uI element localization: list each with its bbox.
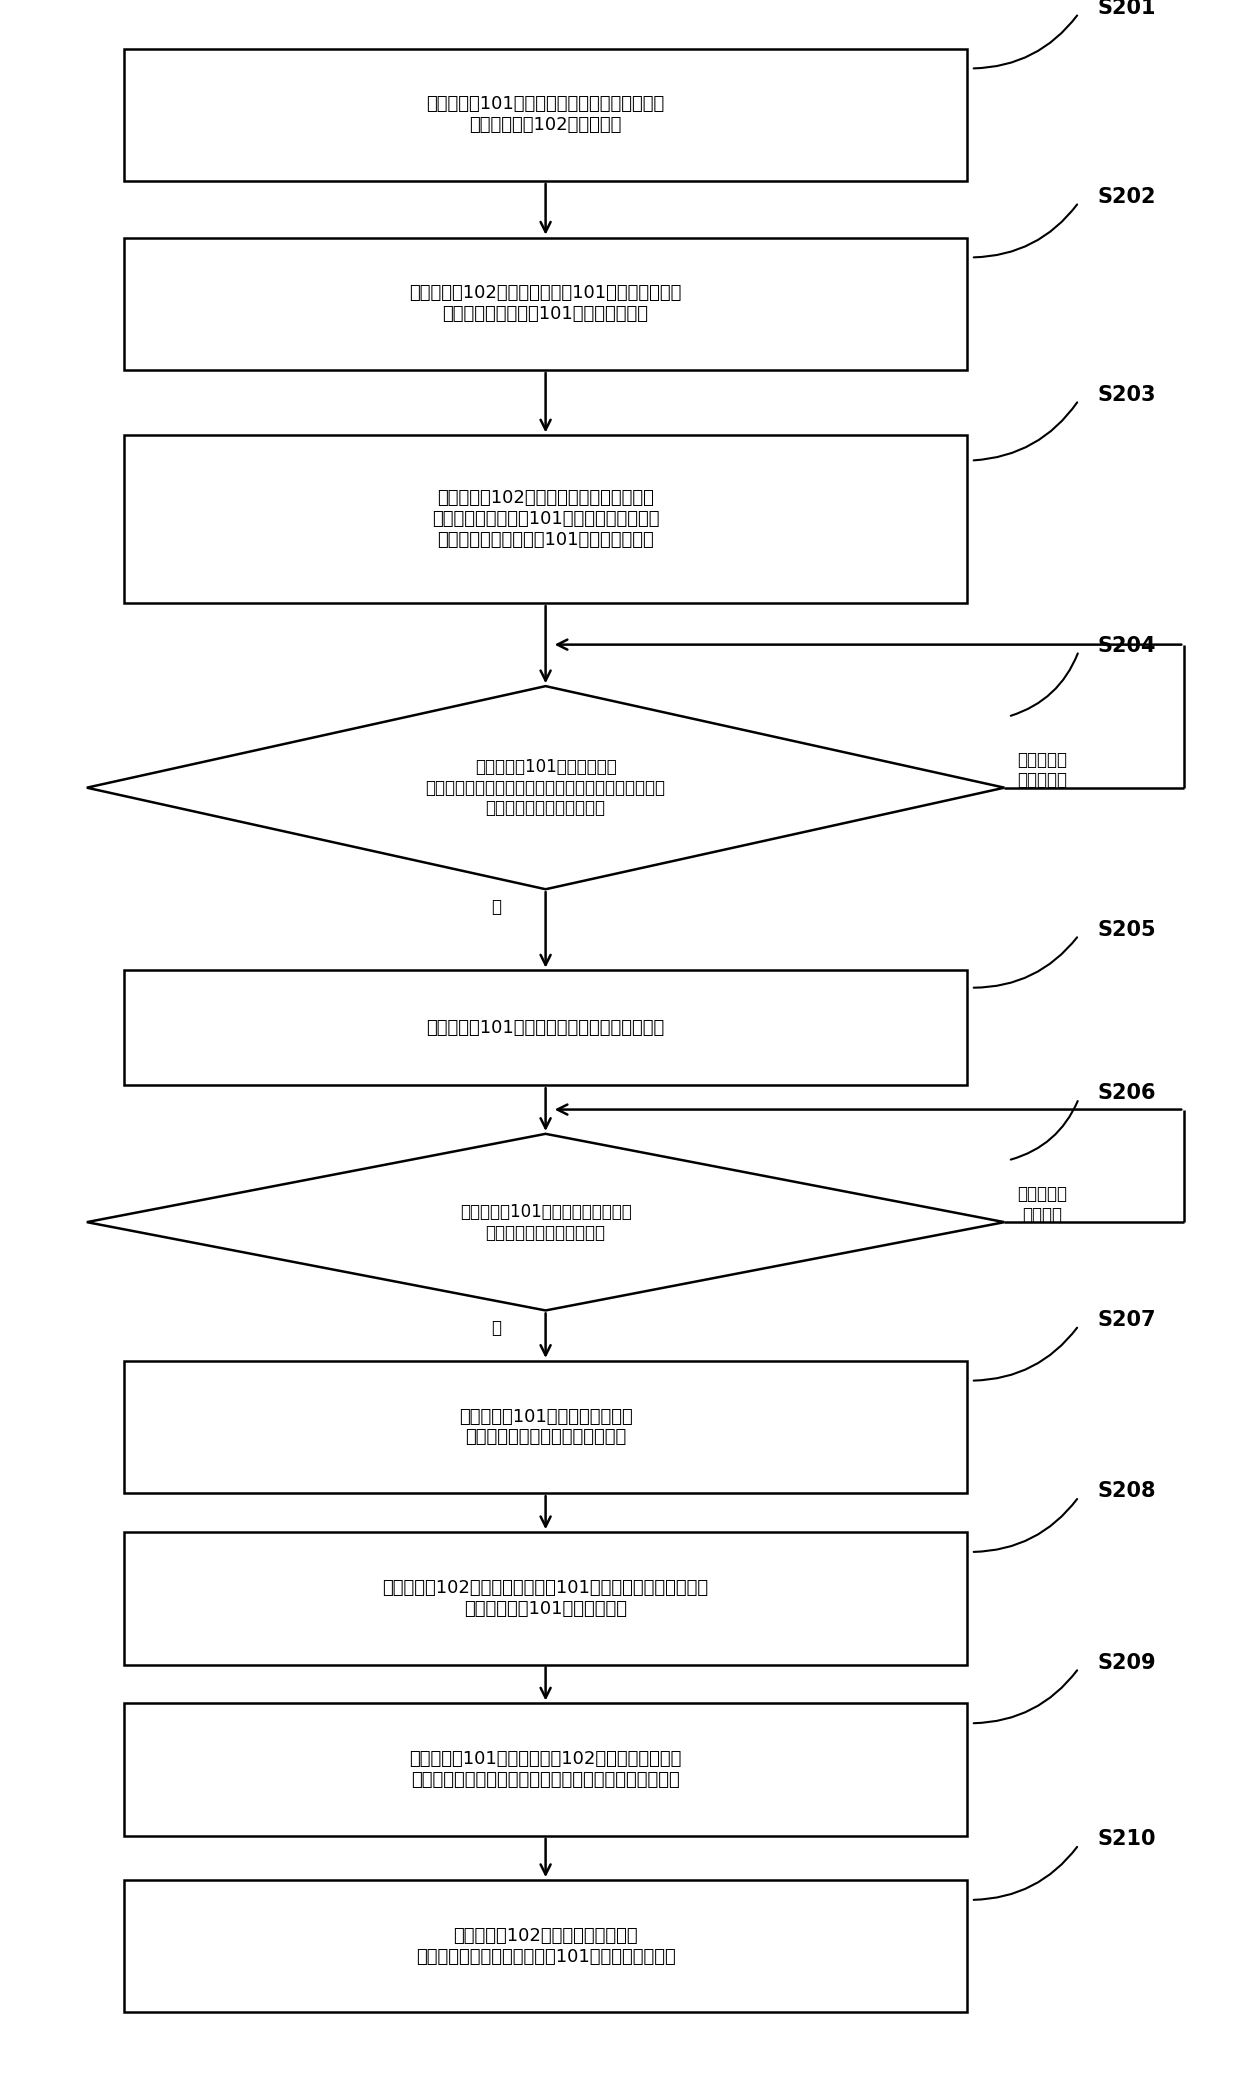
Text: S206: S206 — [1097, 1084, 1156, 1102]
Text: 是: 是 — [491, 898, 501, 917]
Text: 云端服务器102接收可穿戴设备101发送的心跳包，
以维持与可穿戴设备101之间的第一连接: 云端服务器102接收可穿戴设备101发送的心跳包， 以维持与可穿戴设备101之间… — [409, 283, 682, 323]
Text: 可穿戴设备101接入无线局域网，
进而通过互联网发送第二连接请求: 可穿戴设备101接入无线局域网， 进而通过互联网发送第二连接请求 — [459, 1407, 632, 1446]
FancyBboxPatch shape — [124, 971, 967, 1086]
Polygon shape — [87, 1134, 1004, 1311]
Text: 云端服务器102接收到可穿戴设备101发送的第二连接请求后，
与可穿戴设备101建立第二连接: 云端服务器102接收到可穿戴设备101发送的第二连接请求后， 与可穿戴设备101… — [382, 1580, 709, 1617]
FancyBboxPatch shape — [124, 1361, 967, 1494]
Text: 是: 是 — [491, 1319, 501, 1338]
FancyBboxPatch shape — [124, 1880, 967, 2013]
FancyBboxPatch shape — [124, 1703, 967, 1836]
Text: S205: S205 — [1097, 919, 1156, 940]
Text: S210: S210 — [1097, 1830, 1156, 1849]
Text: S204: S204 — [1097, 636, 1156, 656]
Text: S201: S201 — [1097, 0, 1156, 19]
Text: 可穿戴设备101检测到有效的
无线局域网后，确定该无线局域网的服务集标识是否与
预存的指定服务集标识一致: 可穿戴设备101检测到有效的 无线局域网后，确定该无线局域网的服务集标识是否与 … — [425, 759, 666, 817]
FancyBboxPatch shape — [124, 436, 967, 602]
Text: 云端服务器102根据文件接收权限，
通过第二连接接收可穿戴设备101上传的标识和文件: 云端服务器102根据文件接收权限， 通过第二连接接收可穿戴设备101上传的标识和… — [415, 1928, 676, 1965]
Text: S207: S207 — [1097, 1311, 1156, 1330]
Text: S203: S203 — [1097, 386, 1156, 404]
Text: 可穿戴设备101获取当前心跳包涉及的心跳标识: 可穿戴设备101获取当前心跳包涉及的心跳标识 — [427, 1019, 665, 1038]
Text: 可穿戴设备101与云端服务器102建立第二连接后，
将待上传的文件和本可穿戴设备的标识通过第二连接上传: 可穿戴设备101与云端服务器102建立第二连接后， 将待上传的文件和本可穿戴设备… — [409, 1751, 682, 1788]
Text: 可穿戴设备101通过基于移动互联网的第一连接
向云端服务器102发送心跳包: 可穿戴设备101通过基于移动互联网的第一连接 向云端服务器102发送心跳包 — [427, 96, 665, 133]
Text: S202: S202 — [1097, 188, 1156, 206]
Text: 云端服务器102根据心跳包中的心跳标识，
若确定出可穿戴设备101存在待上传的文件，
则开放针对可穿戴设备101的文件接收权限: 云端服务器102根据心跳包中的心跳标识， 若确定出可穿戴设备101存在待上传的文… — [432, 490, 660, 548]
Text: S209: S209 — [1097, 1653, 1156, 1673]
Text: 否则忽略该
心跳标识: 否则忽略该 心跳标识 — [1017, 1186, 1066, 1223]
Text: 可穿戴设备101根据获取的心跳标识
确定是否存在待上传的文件: 可穿戴设备101根据获取的心跳标识 确定是否存在待上传的文件 — [460, 1202, 631, 1242]
Text: S208: S208 — [1097, 1482, 1156, 1500]
FancyBboxPatch shape — [124, 238, 967, 371]
Polygon shape — [87, 686, 1004, 890]
Text: 否则忽略该
服务集标识: 否则忽略该 服务集标识 — [1017, 750, 1066, 790]
FancyBboxPatch shape — [124, 48, 967, 181]
FancyBboxPatch shape — [124, 1532, 967, 1665]
